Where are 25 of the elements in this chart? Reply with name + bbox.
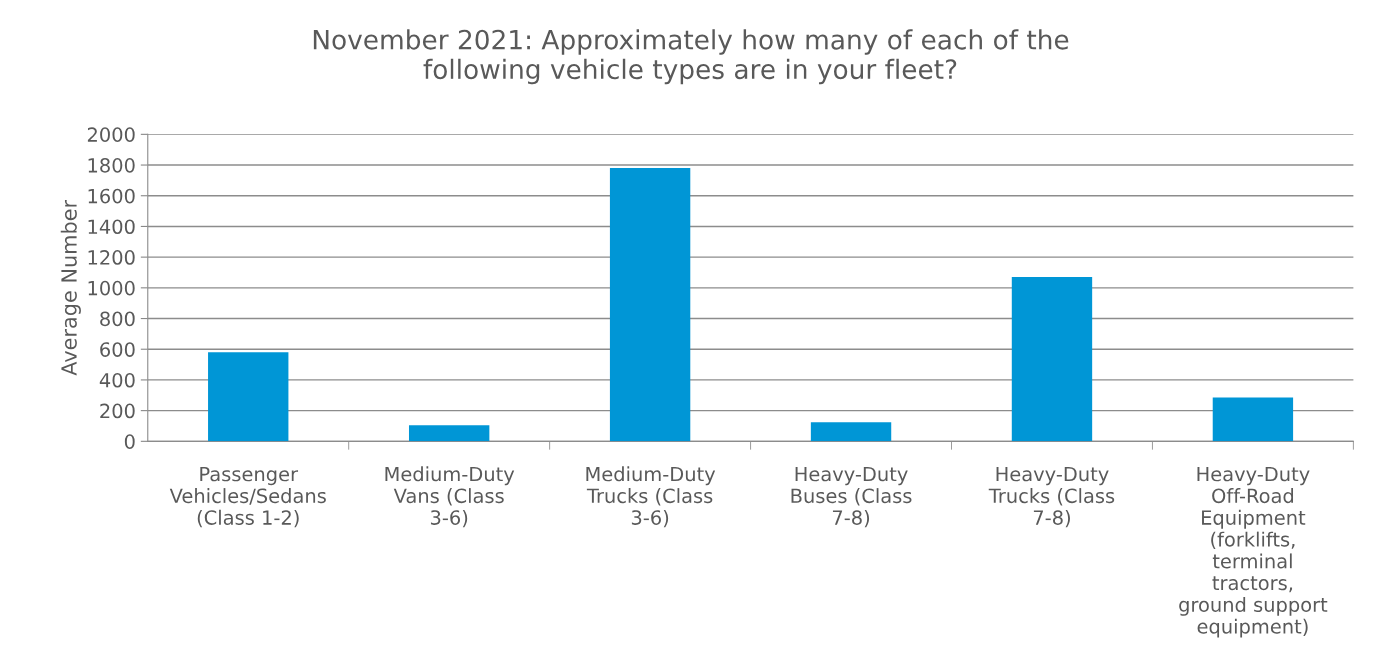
bar — [1011, 277, 1093, 442]
y-tick-label: 1000 — [88, 280, 135, 296]
x-tick-label: Medium-Duty Trucks (Class 3-6) — [586, 466, 716, 528]
bar — [1212, 397, 1294, 442]
bar — [609, 168, 691, 442]
y-tick-label: 800 — [100, 311, 135, 327]
y-tick-label: 400 — [99, 372, 135, 388]
x-tick-label: Heavy-Duty Buses (Class 7-8) — [791, 466, 912, 528]
chart-title: November 2021: Approximately how many of each of the following vehicle types are in your fleet? — [313, 29, 1069, 85]
bar — [810, 422, 892, 442]
y-tick-label: 1200 — [88, 250, 135, 265]
y-tick-label: 600 — [100, 342, 135, 357]
y-tick-label: 2000 — [87, 127, 135, 143]
x-tick-label: Heavy-Duty Off-Road Equipment (forklifts, terminal tractors, ground support equipment) — [1179, 466, 1328, 638]
y-tick-label: 1600 — [88, 188, 135, 204]
bar — [408, 425, 490, 442]
y-axis-title: Average Number — [60, 199, 81, 376]
y-tick-label: 0 — [124, 434, 135, 449]
y-tick-label: 200 — [100, 403, 135, 419]
x-tick-label: Medium-Duty Vans (Class 3-6) — [385, 466, 515, 528]
y-tick-label: 1400 — [88, 219, 135, 235]
x-tick-label: Passenger Vehicles/Sedans (Class 1-2) — [169, 466, 326, 528]
bar — [208, 352, 289, 442]
x-tick-label: Heavy-Duty Trucks (Class 7-8) — [988, 466, 1115, 528]
y-tick-label: 1800 — [88, 158, 135, 173]
